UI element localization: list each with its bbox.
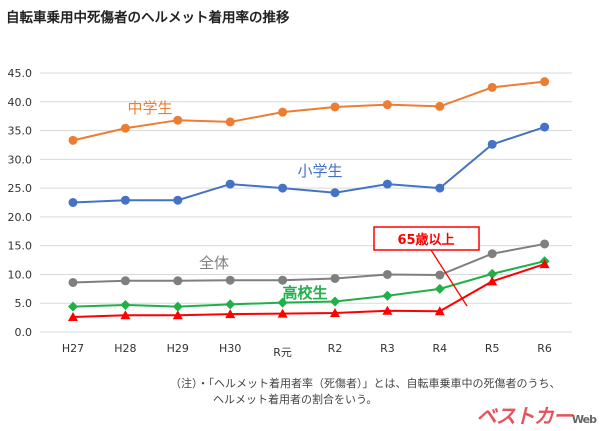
watermark-sub: Web [571,413,597,426]
data-point [120,299,131,310]
data-point [540,239,550,249]
data-point [225,309,236,319]
data-point [540,77,550,87]
x-tick-label: R元 [273,346,292,359]
data-point [173,195,183,205]
data-point [330,296,340,307]
series-line [72,260,545,308]
y-tick-label: 0.0 [15,326,33,339]
series-line [72,242,545,284]
data-point [225,117,235,127]
data-point [382,305,393,315]
data-point [435,270,445,280]
watermark-main: ベストカー [476,404,573,428]
x-tick-label: H29 [167,342,189,355]
x-tick-label: R4 [432,342,447,355]
data-point [68,301,78,312]
y-tick-label: 15.0 [8,240,33,253]
data-point [330,188,340,198]
y-tick-label: 25.0 [8,182,33,195]
data-point [435,101,445,111]
data-point [277,297,288,308]
data-point [173,115,183,125]
data-point [382,179,392,189]
data-point [487,276,498,286]
data-point [278,183,288,193]
data-point [173,276,183,286]
data-point [382,269,392,279]
data-point [120,310,131,320]
data-point [487,268,498,279]
data-point [68,198,78,207]
data-point [225,299,236,310]
data-point [278,107,288,117]
data-point [434,283,445,294]
data-point [330,308,340,318]
data-point [120,276,130,286]
x-tick-label: H30 [219,342,241,355]
data-point [330,102,340,112]
data-point [539,259,550,269]
y-tick-label: 45.0 [8,67,33,80]
data-point [120,123,130,133]
data-point [540,122,550,132]
data-point [382,100,392,110]
series-label: 全体 [199,254,229,272]
series-line [72,126,545,204]
x-tick-label: R6 [537,342,552,355]
data-point [225,179,235,189]
series-65歳以上 [68,259,550,322]
watermark-logo: ベストカーWeb [476,400,597,429]
callout-pointer [430,249,468,307]
note-line-1: （注）・「ヘルメット着用者率（死傷者）」とは、自転車乗車中の死傷者のうち、 [170,377,561,390]
data-point [487,139,497,149]
data-point [435,183,445,193]
data-point [120,195,130,205]
series-label: 中学生 [127,99,172,117]
series-小学生 [68,122,550,207]
data-point [330,273,340,283]
series-label: 65歳以上 [397,232,454,248]
series-高校生 [68,256,550,312]
data-point [382,290,393,301]
y-tick-label: 10.0 [8,268,33,281]
y-tick-label: 40.0 [8,96,33,109]
data-point [68,312,78,322]
x-tick-label: R3 [380,342,395,355]
data-point [278,275,288,285]
series-label: 高校生 [282,284,327,302]
y-tick-label: 35.0 [8,125,33,138]
series-line [72,80,545,142]
x-tick-label: H27 [62,342,84,355]
x-tick-label: R5 [485,342,500,355]
x-tick-label: H28 [114,342,136,355]
data-point [434,306,445,316]
series-line [72,263,545,319]
y-tick-label: 5.0 [15,297,33,310]
data-point [172,310,183,320]
data-point [225,275,235,285]
data-point [487,82,497,92]
series-label: 小学生 [297,162,342,180]
y-tick-label: 30.0 [8,153,33,166]
data-point [68,278,78,288]
data-point [68,135,78,145]
data-point [172,301,183,312]
note-line-2: ヘルメット着用者の割合をいう。 [213,393,378,406]
series-全体 [68,239,550,288]
chart-title: 自転車乗用中死傷者のヘルメット着用率の推移 [6,10,290,26]
callout-box [373,226,480,251]
x-tick-label: R2 [328,342,343,355]
data-point [487,249,497,259]
series-中学生 [68,77,550,145]
y-tick-label: 20.0 [8,211,33,224]
data-point [277,308,288,318]
